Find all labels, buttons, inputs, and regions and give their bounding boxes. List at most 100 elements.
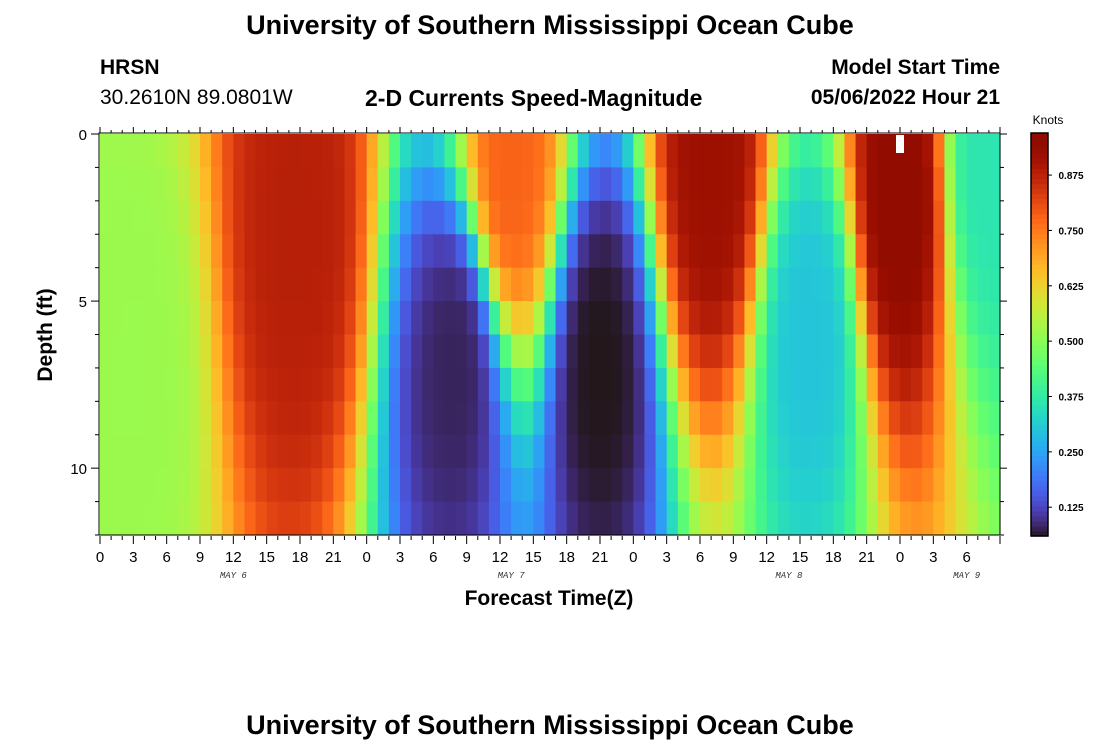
heatmap-cell xyxy=(922,267,934,302)
heatmap-cell xyxy=(188,301,201,336)
heatmap-cell xyxy=(388,334,401,369)
heatmap-cell xyxy=(611,468,623,503)
heatmap-cell xyxy=(977,501,990,536)
heatmap-cell xyxy=(922,200,934,235)
colorbar-title: Knots xyxy=(1033,113,1064,127)
heatmap-cell xyxy=(677,468,690,503)
heatmap-cell xyxy=(566,367,579,402)
heatmap-cell xyxy=(500,234,512,269)
heatmap-cell xyxy=(977,200,990,235)
colorbar-segment xyxy=(1031,133,1048,139)
heatmap-cell xyxy=(500,367,512,402)
heatmap-cell xyxy=(277,200,290,235)
heatmap-cell xyxy=(300,367,312,402)
heatmap-cell xyxy=(666,367,679,402)
heatmap-cell xyxy=(922,401,934,436)
heatmap-cell xyxy=(788,468,801,503)
heatmap-cell xyxy=(444,334,457,369)
heatmap-cell xyxy=(300,234,312,269)
heatmap-cell xyxy=(466,401,479,436)
heatmap-cell xyxy=(544,200,557,235)
colorbar-segment xyxy=(1031,284,1048,290)
heatmap-cell xyxy=(911,301,923,336)
heatmap-cell xyxy=(577,334,590,369)
heatmap-cell xyxy=(466,301,479,336)
heatmap-cell xyxy=(388,200,401,235)
heatmap-cell xyxy=(644,301,657,336)
heatmap-cell xyxy=(500,334,512,369)
heatmap-cell xyxy=(455,200,468,235)
heatmap-cell xyxy=(411,501,423,536)
heatmap-cell xyxy=(622,367,634,402)
colorbar-segment xyxy=(1031,485,1048,492)
heatmap-cell xyxy=(900,434,912,469)
heatmap-cell xyxy=(911,501,923,536)
x-tick-label: 0 xyxy=(629,549,637,566)
heatmap-cell xyxy=(544,367,557,402)
heatmap-cell xyxy=(144,468,157,503)
heatmap-cell xyxy=(733,167,746,202)
heatmap-cell xyxy=(188,200,201,235)
heatmap-cell xyxy=(355,468,368,503)
heatmap-cell xyxy=(277,267,290,302)
heatmap-cell xyxy=(555,401,568,436)
colorbar-tick-label: 0.625 xyxy=(1058,282,1083,293)
heatmap-cell xyxy=(355,401,368,436)
colorbar-segment xyxy=(1031,465,1048,472)
colorbar-segment xyxy=(1031,505,1048,512)
heatmap-cell xyxy=(922,501,934,536)
heatmap-cell xyxy=(966,401,979,436)
heatmap-cell xyxy=(422,301,434,336)
heatmap-cell xyxy=(366,434,379,469)
heatmap-cell xyxy=(966,200,979,235)
heatmap-cell xyxy=(366,501,379,536)
heatmap-cell xyxy=(511,234,523,269)
heatmap-cell xyxy=(422,367,434,402)
heatmap-cell xyxy=(377,334,390,369)
heatmap-cell xyxy=(511,401,523,436)
heatmap-cell xyxy=(800,134,812,169)
x-tick-label: 15 xyxy=(792,549,809,566)
heatmap-cell xyxy=(833,301,846,336)
heatmap-cell xyxy=(855,134,868,169)
heatmap-cell xyxy=(388,134,401,169)
heatmap-cell xyxy=(811,468,823,503)
date-label: MAY 9 xyxy=(953,571,981,581)
heatmap-cell xyxy=(722,234,734,269)
heatmap-cell xyxy=(477,367,490,402)
heatmap-cell xyxy=(933,367,946,402)
heatmap-cell xyxy=(311,267,323,302)
heatmap-cell xyxy=(833,267,846,302)
heatmap-cell xyxy=(522,167,534,202)
heatmap-cell xyxy=(122,334,134,369)
heatmap-cell xyxy=(533,401,546,436)
colorbar-segment xyxy=(1031,203,1048,210)
colorbar-tick-label: 0.250 xyxy=(1058,448,1083,459)
heatmap-cell xyxy=(166,468,179,503)
colorbar-segment xyxy=(1031,399,1048,406)
colorbar-segment xyxy=(1031,339,1048,346)
heatmap-cell xyxy=(166,501,179,536)
heatmap-cell xyxy=(833,468,846,503)
heatmap-cell xyxy=(722,434,734,469)
heatmap-cell xyxy=(666,234,679,269)
heatmap-cell xyxy=(855,501,868,536)
heatmap-cell xyxy=(866,134,879,169)
x-tick-label: 6 xyxy=(696,549,704,566)
heatmap-cell xyxy=(366,334,379,369)
heatmap-cell xyxy=(922,134,934,169)
heatmap-cell xyxy=(966,134,979,169)
colorbar-segment xyxy=(1031,425,1048,431)
heatmap-cell xyxy=(311,134,323,169)
heatmap-cell xyxy=(300,134,312,169)
heatmap-cell xyxy=(655,367,668,402)
heatmap-cell xyxy=(711,234,723,269)
colorbar-segment xyxy=(1031,238,1048,245)
heatmap-cell xyxy=(311,200,323,235)
heatmap-cell xyxy=(266,334,279,369)
heatmap-cell xyxy=(433,401,446,436)
heatmap-cell xyxy=(488,401,501,436)
heatmap-cell xyxy=(755,267,768,302)
heatmap-cell xyxy=(877,434,890,469)
heatmap-cell xyxy=(944,401,957,436)
